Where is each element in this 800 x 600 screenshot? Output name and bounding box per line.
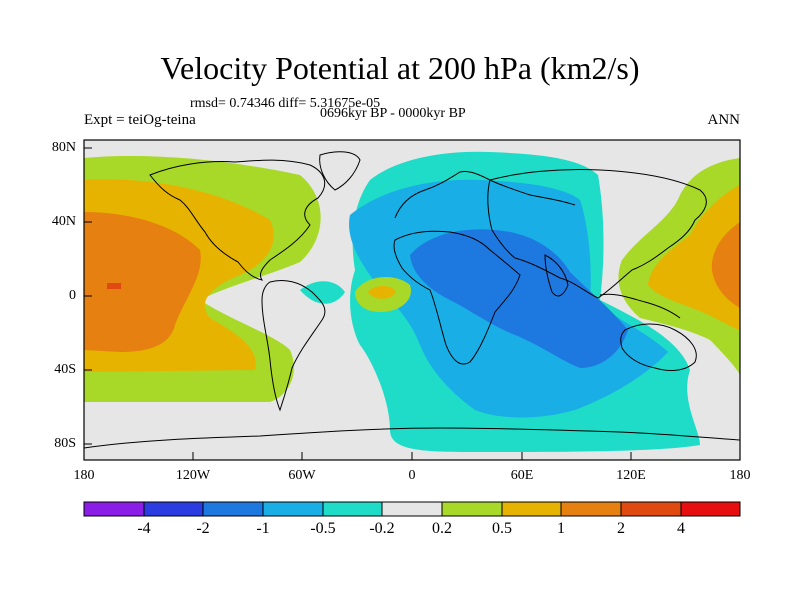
antarctica-coast	[84, 427, 740, 449]
colorbar-label-7: 0.5	[492, 520, 512, 537]
season-label: ANN	[707, 112, 741, 128]
pacific-orange-region	[84, 212, 201, 352]
lat-label-40s: 40S	[54, 362, 76, 377]
india-coast	[544, 254, 569, 297]
lon-label-60w: 60W	[288, 468, 316, 483]
colorbar-box-6	[381, 501, 443, 517]
lon-label-120w: 120W	[175, 468, 211, 483]
colorbar-box-11	[680, 501, 741, 517]
south-america-coast	[261, 279, 326, 412]
colorbar-box-5	[322, 501, 383, 517]
colorbar-label-6: 0.2	[432, 520, 452, 537]
stats-text: rmsd= 0.74346 diff= 5.31675e-05	[190, 96, 381, 111]
colorbar-box-2	[143, 501, 204, 517]
colorbar-label-4: -0.5	[310, 520, 336, 537]
atlantic-yellow-patch	[368, 286, 396, 299]
lat-label-eq: 0	[69, 288, 76, 303]
colorbar-box-7	[441, 501, 503, 517]
blue-region	[410, 229, 628, 368]
colorbar-box-1	[83, 501, 145, 517]
colorbar-label-10: 4	[677, 520, 685, 537]
lon-label-180w: 180	[73, 468, 95, 483]
contour-field	[84, 140, 740, 460]
colorbar-box-8	[501, 501, 562, 517]
westpac-yellow-region	[648, 185, 740, 330]
colorbar-label-5: -0.2	[369, 520, 395, 537]
colorbar-label-3: -1	[256, 520, 270, 537]
pacific-red-spot	[107, 283, 121, 289]
colorbar-box-3	[202, 501, 264, 517]
lon-label-120e: 120E	[616, 468, 646, 483]
lat-label-40n: 40N	[51, 214, 76, 229]
coastlines	[84, 151, 740, 449]
asia-coast	[487, 168, 707, 299]
colorbar-box-9	[560, 501, 622, 517]
colorbar	[83, 501, 741, 517]
period-text: 0696kyr BP - 0000kyr BP	[320, 106, 466, 121]
africa-coast	[393, 230, 521, 365]
colorbar-label-2: -2	[196, 520, 210, 537]
colorbar-label-1: -4	[137, 520, 151, 537]
lon-label-180e: 180	[729, 468, 751, 483]
westpac-orange-region	[711, 222, 740, 308]
europe-coast	[394, 171, 576, 219]
colorbar-label-9: 2	[617, 520, 625, 537]
lon-label-0: 0	[408, 468, 416, 483]
greenland-coast	[319, 151, 361, 191]
lat-label-80n: 80N	[51, 140, 76, 155]
australia-coast	[620, 323, 697, 371]
colorbar-box-10	[620, 501, 682, 517]
lat-label-80s: 80S	[54, 436, 76, 451]
plot-title: Velocity Potential at 200 hPa (km2/s)	[160, 50, 640, 86]
colorbar-box-4	[262, 501, 324, 517]
north-america-coast	[149, 159, 326, 281]
axis-ticks	[83, 147, 741, 460]
colorbar-label-8: 1	[557, 520, 565, 537]
maritime-continent-coast	[599, 293, 681, 319]
lon-label-60e: 60E	[510, 468, 534, 483]
teal-atlantic-patch	[300, 281, 345, 304]
experiment-label: Expt = teiOg-teina	[84, 112, 196, 128]
